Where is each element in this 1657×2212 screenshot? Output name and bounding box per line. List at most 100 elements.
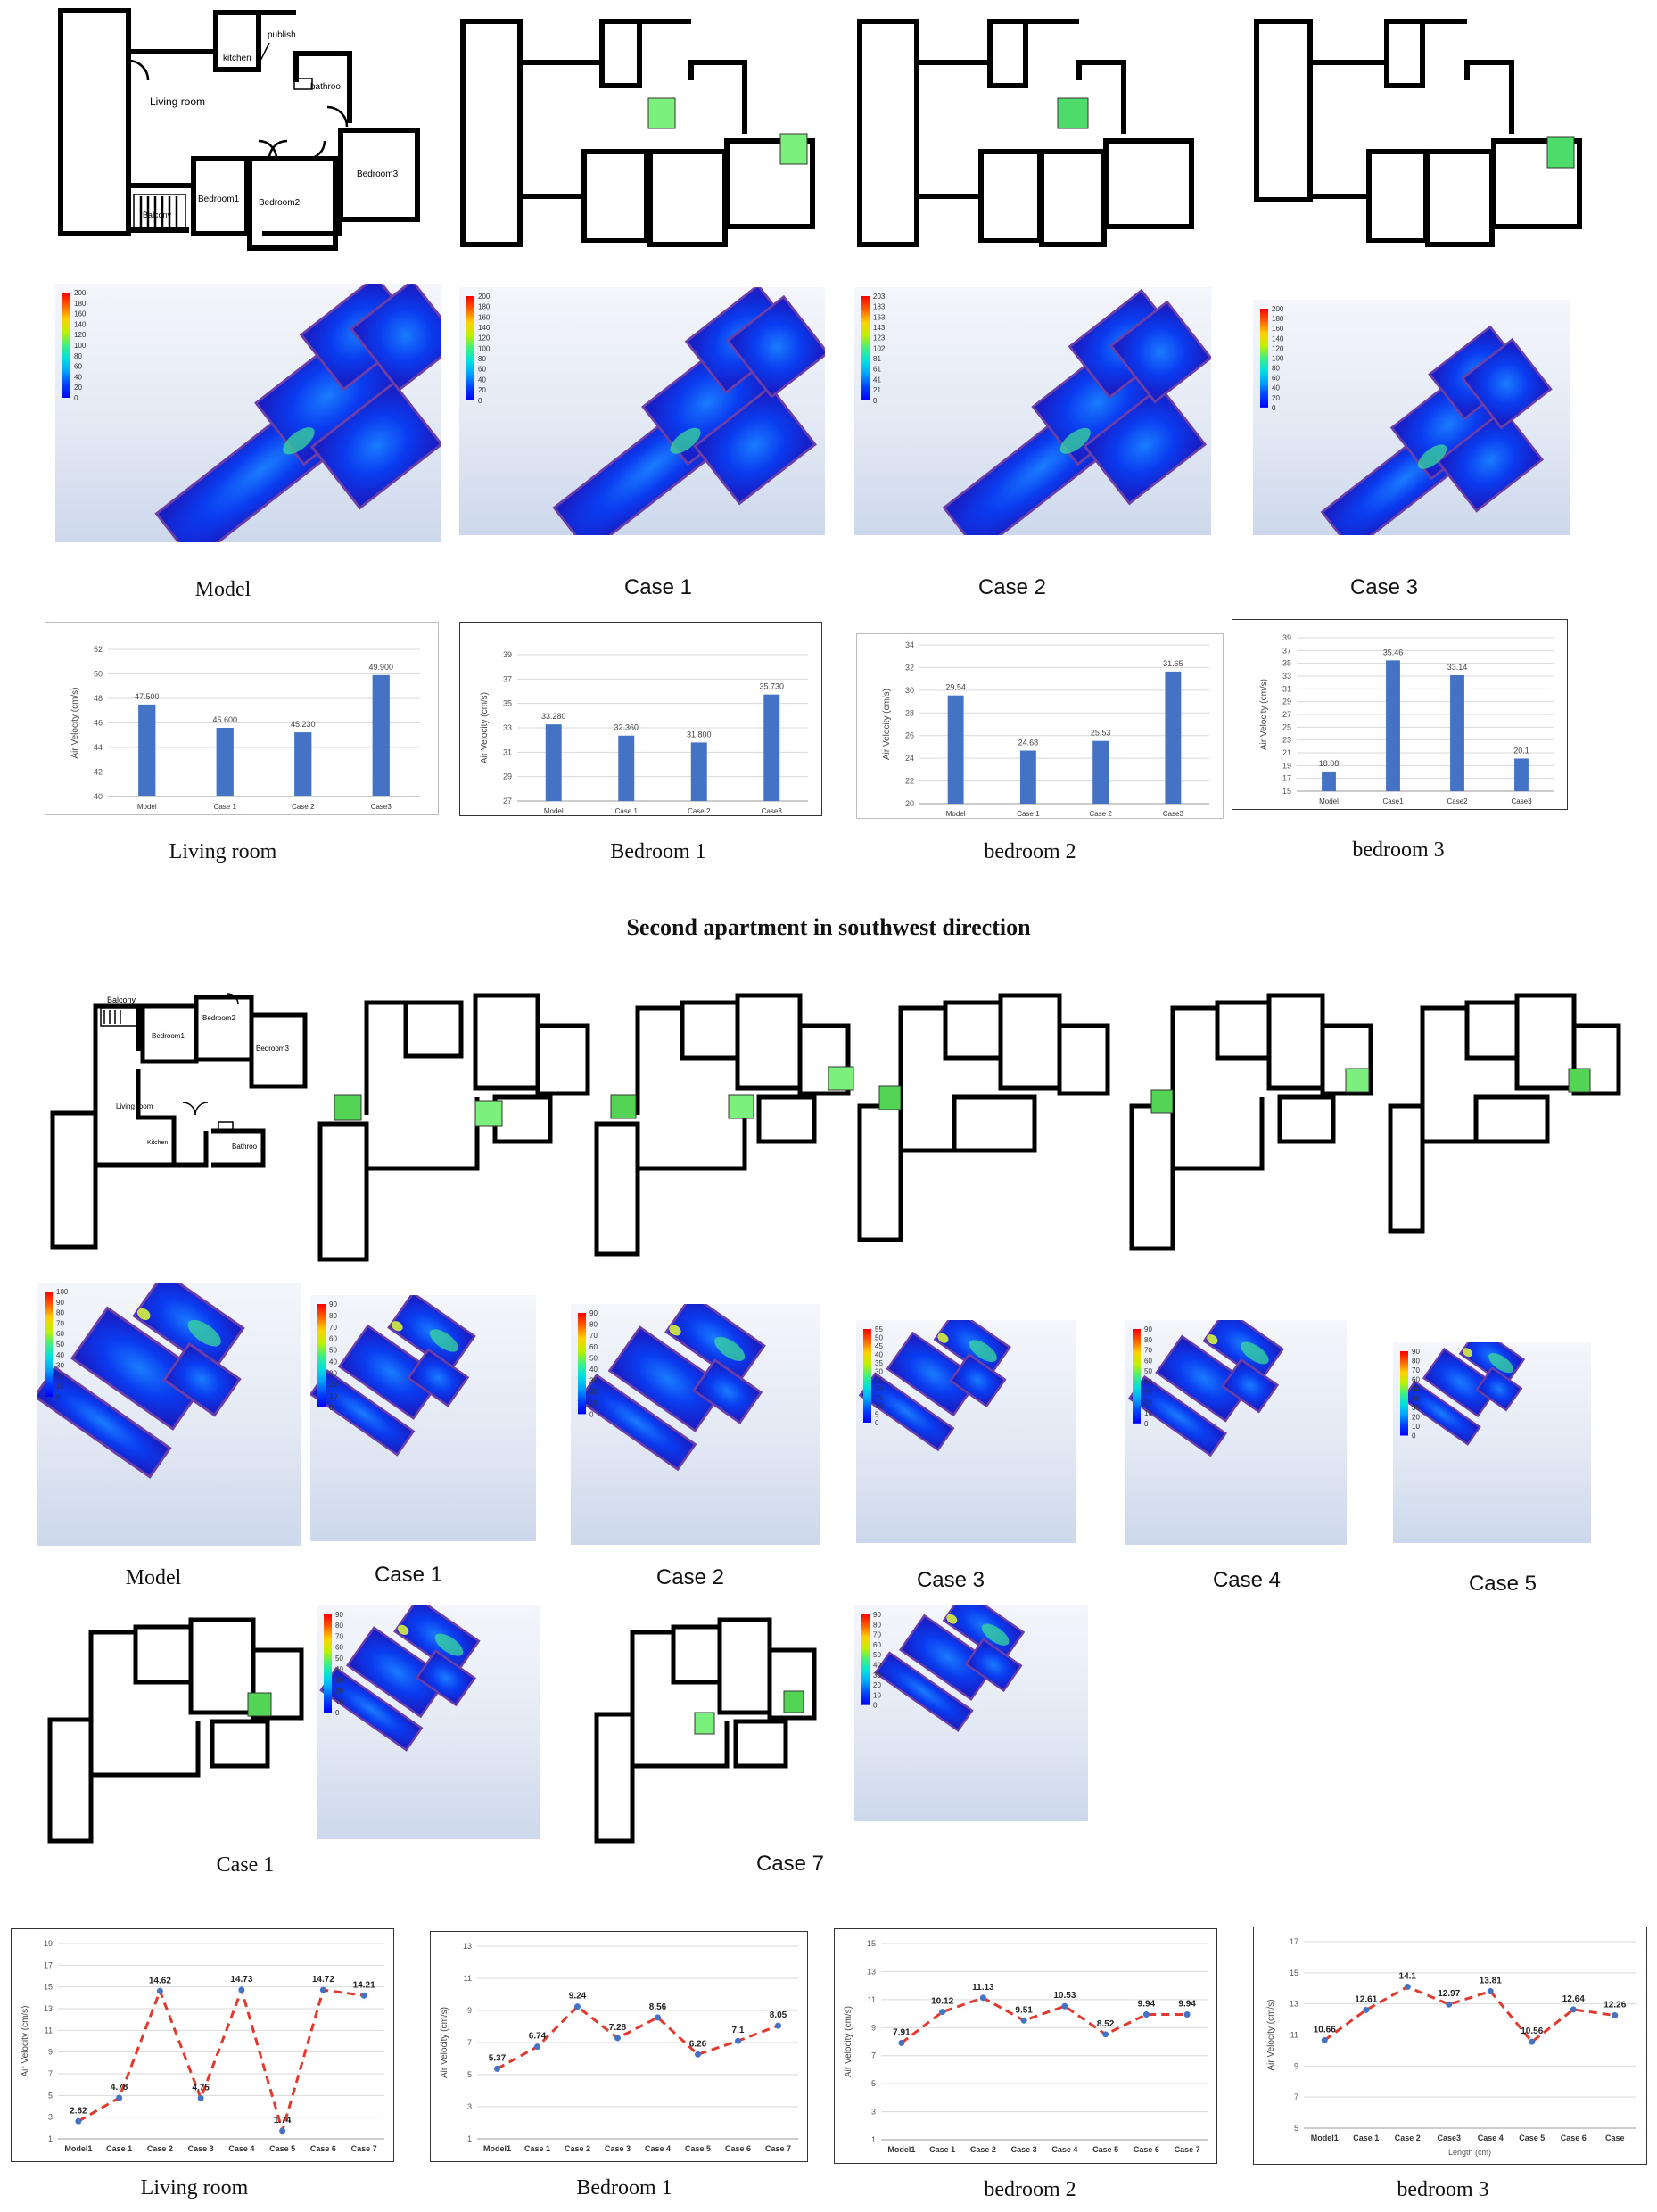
colorbar: [62, 293, 70, 398]
colorbar-tick: 80: [873, 1621, 881, 1629]
series-line: [496, 2004, 779, 2070]
y-tick-label: 35: [1282, 659, 1291, 668]
colorbar-tick: 30: [329, 1369, 337, 1377]
y-tick-label: 20: [905, 799, 914, 808]
plan-wall: [1320, 1023, 1373, 1096]
data-label: 9.51: [1015, 2005, 1033, 2015]
colorbar-tick: 60: [1272, 375, 1280, 383]
colorbar-tick: 30: [589, 1377, 598, 1385]
colorbar-tick: 20: [875, 1385, 883, 1393]
data-label: 20.1: [1513, 746, 1529, 755]
y-tick-label: 33: [1282, 672, 1291, 681]
colorbar-tick: 0: [1144, 1420, 1149, 1428]
sim-room: [886, 1331, 981, 1417]
colorbar-tick: 40: [74, 373, 82, 381]
door-swing: [268, 139, 288, 160]
data-label: 25.53: [1091, 729, 1111, 738]
sim-hotspot: [1059, 427, 1091, 454]
sim-room: [874, 1651, 974, 1732]
x-tick-label: Case 6: [310, 2144, 336, 2153]
sim-building: [154, 284, 441, 542]
plan-wall: [733, 1719, 788, 1769]
data-label: 31.800: [687, 730, 712, 739]
plan-wall: [797, 1023, 851, 1096]
data-point: [614, 2035, 621, 2042]
caption-chart-living-room-1: Living room: [169, 840, 277, 863]
sim-case1-apartment-2: 90 80 70 60 50 40 30 20 10 0: [310, 1295, 536, 1541]
chart-box-3: 20 22 24 26 28 30 32 34 Air Velocity (cm/s) Model…: [856, 633, 1224, 819]
data-label: 7.28: [609, 2023, 627, 2033]
sim-room: [692, 1358, 763, 1424]
bar: [545, 724, 562, 801]
y-tick-label: 13: [1290, 2000, 1298, 2009]
colorbar-tick: 40: [1272, 384, 1280, 392]
data-label: 12.26: [1603, 2001, 1626, 2010]
y-tick-label: 15: [44, 1983, 53, 1992]
colorbar: [578, 1313, 586, 1415]
colorbar-tick: 90: [1144, 1325, 1152, 1333]
plan-wall: [680, 1000, 740, 1061]
door-swing: [326, 105, 349, 128]
plan-wall: [194, 995, 254, 1062]
y-tick-label: 30: [905, 686, 914, 695]
caption-case3-2: Case 3: [916, 1568, 985, 1592]
sim-room: [407, 1348, 470, 1407]
colorbar-tick: 0: [478, 397, 482, 405]
colorbar: [861, 1614, 870, 1705]
y-tick-label: 9: [1294, 2061, 1298, 2070]
colorbar-tick: 70: [589, 1332, 598, 1340]
plan-wall: [1571, 1023, 1621, 1096]
colorbar: [324, 1614, 332, 1713]
y-tick-label: 5: [871, 2079, 876, 2088]
x-tick-label: Case3: [1163, 810, 1184, 818]
colorbar-tick: 160: [1272, 325, 1284, 333]
plan-wall: [93, 1003, 141, 1104]
colorbar-tick: 10: [1412, 1423, 1420, 1431]
sim-case6-apartment-2: 90 80 70 60 50 40 30 20 10 0: [317, 1605, 540, 1839]
x-tick-label: Model1: [483, 2144, 511, 2153]
sim-room: [1155, 1334, 1253, 1423]
y-tick-label: 7: [48, 2069, 53, 2078]
y-tick-label: 21: [1282, 748, 1291, 757]
data-label: 12.61: [1355, 1994, 1377, 2004]
sim-building: [552, 287, 825, 535]
plan-wall: [1366, 149, 1429, 243]
colorbar-tick: 163: [873, 313, 886, 321]
plan-wall: [1473, 1094, 1550, 1144]
colorbar-tick: 40: [335, 1665, 343, 1673]
plan-wall: [688, 60, 747, 134]
colorbar: [1133, 1329, 1141, 1424]
plan-wall: [492, 1094, 553, 1144]
plan-wall: [1464, 1000, 1520, 1061]
colorbar-tick: 40: [1144, 1378, 1152, 1386]
data-label: 9.94: [1178, 2000, 1196, 2010]
bar: [947, 695, 964, 804]
sim-building: [1401, 1342, 1526, 1446]
sim-case2-apartment-2: 90 80 70 60 50 40 30 20 10 0: [571, 1304, 820, 1545]
vent-opening: [247, 1692, 272, 1717]
sim-room: [1436, 408, 1545, 513]
data-label: 12.97: [1438, 1989, 1460, 1999]
colorbar-tick: 0: [1412, 1432, 1416, 1440]
bar: [1092, 740, 1109, 804]
colorbar-tick: 40: [329, 1358, 337, 1366]
plan-label-bathroom: bathroo: [310, 82, 341, 92]
plan-wall: [630, 1630, 676, 1714]
series-line: [78, 1985, 365, 2136]
plan2-label-bedroom1: Bedroom1: [152, 1032, 185, 1040]
data-point: [655, 2014, 661, 2021]
plan-case3-apartment-1: [1254, 19, 1582, 247]
colorbar-tick: 40: [56, 1351, 64, 1359]
sim-model-apartment-1: 200 180 160 140 120 100 80 60 40 20 0: [55, 284, 441, 542]
door-swing: [227, 993, 239, 1005]
plan-wall: [367, 1097, 480, 1171]
x-tick-label: Case 2: [1395, 2134, 1421, 2142]
colorbar-tick: 80: [478, 355, 486, 363]
y-tick-label: 7: [1294, 2092, 1298, 2101]
y-tick-label: 19: [44, 1939, 53, 1948]
sim-svg: 90 80 70 60 50 40 30 20 10 0: [1127, 1320, 1285, 1457]
colorbar-tick: 0: [875, 1419, 879, 1427]
colorbar-tick: 45: [875, 1342, 883, 1350]
plan-label-balcony: Balcony: [143, 210, 172, 219]
